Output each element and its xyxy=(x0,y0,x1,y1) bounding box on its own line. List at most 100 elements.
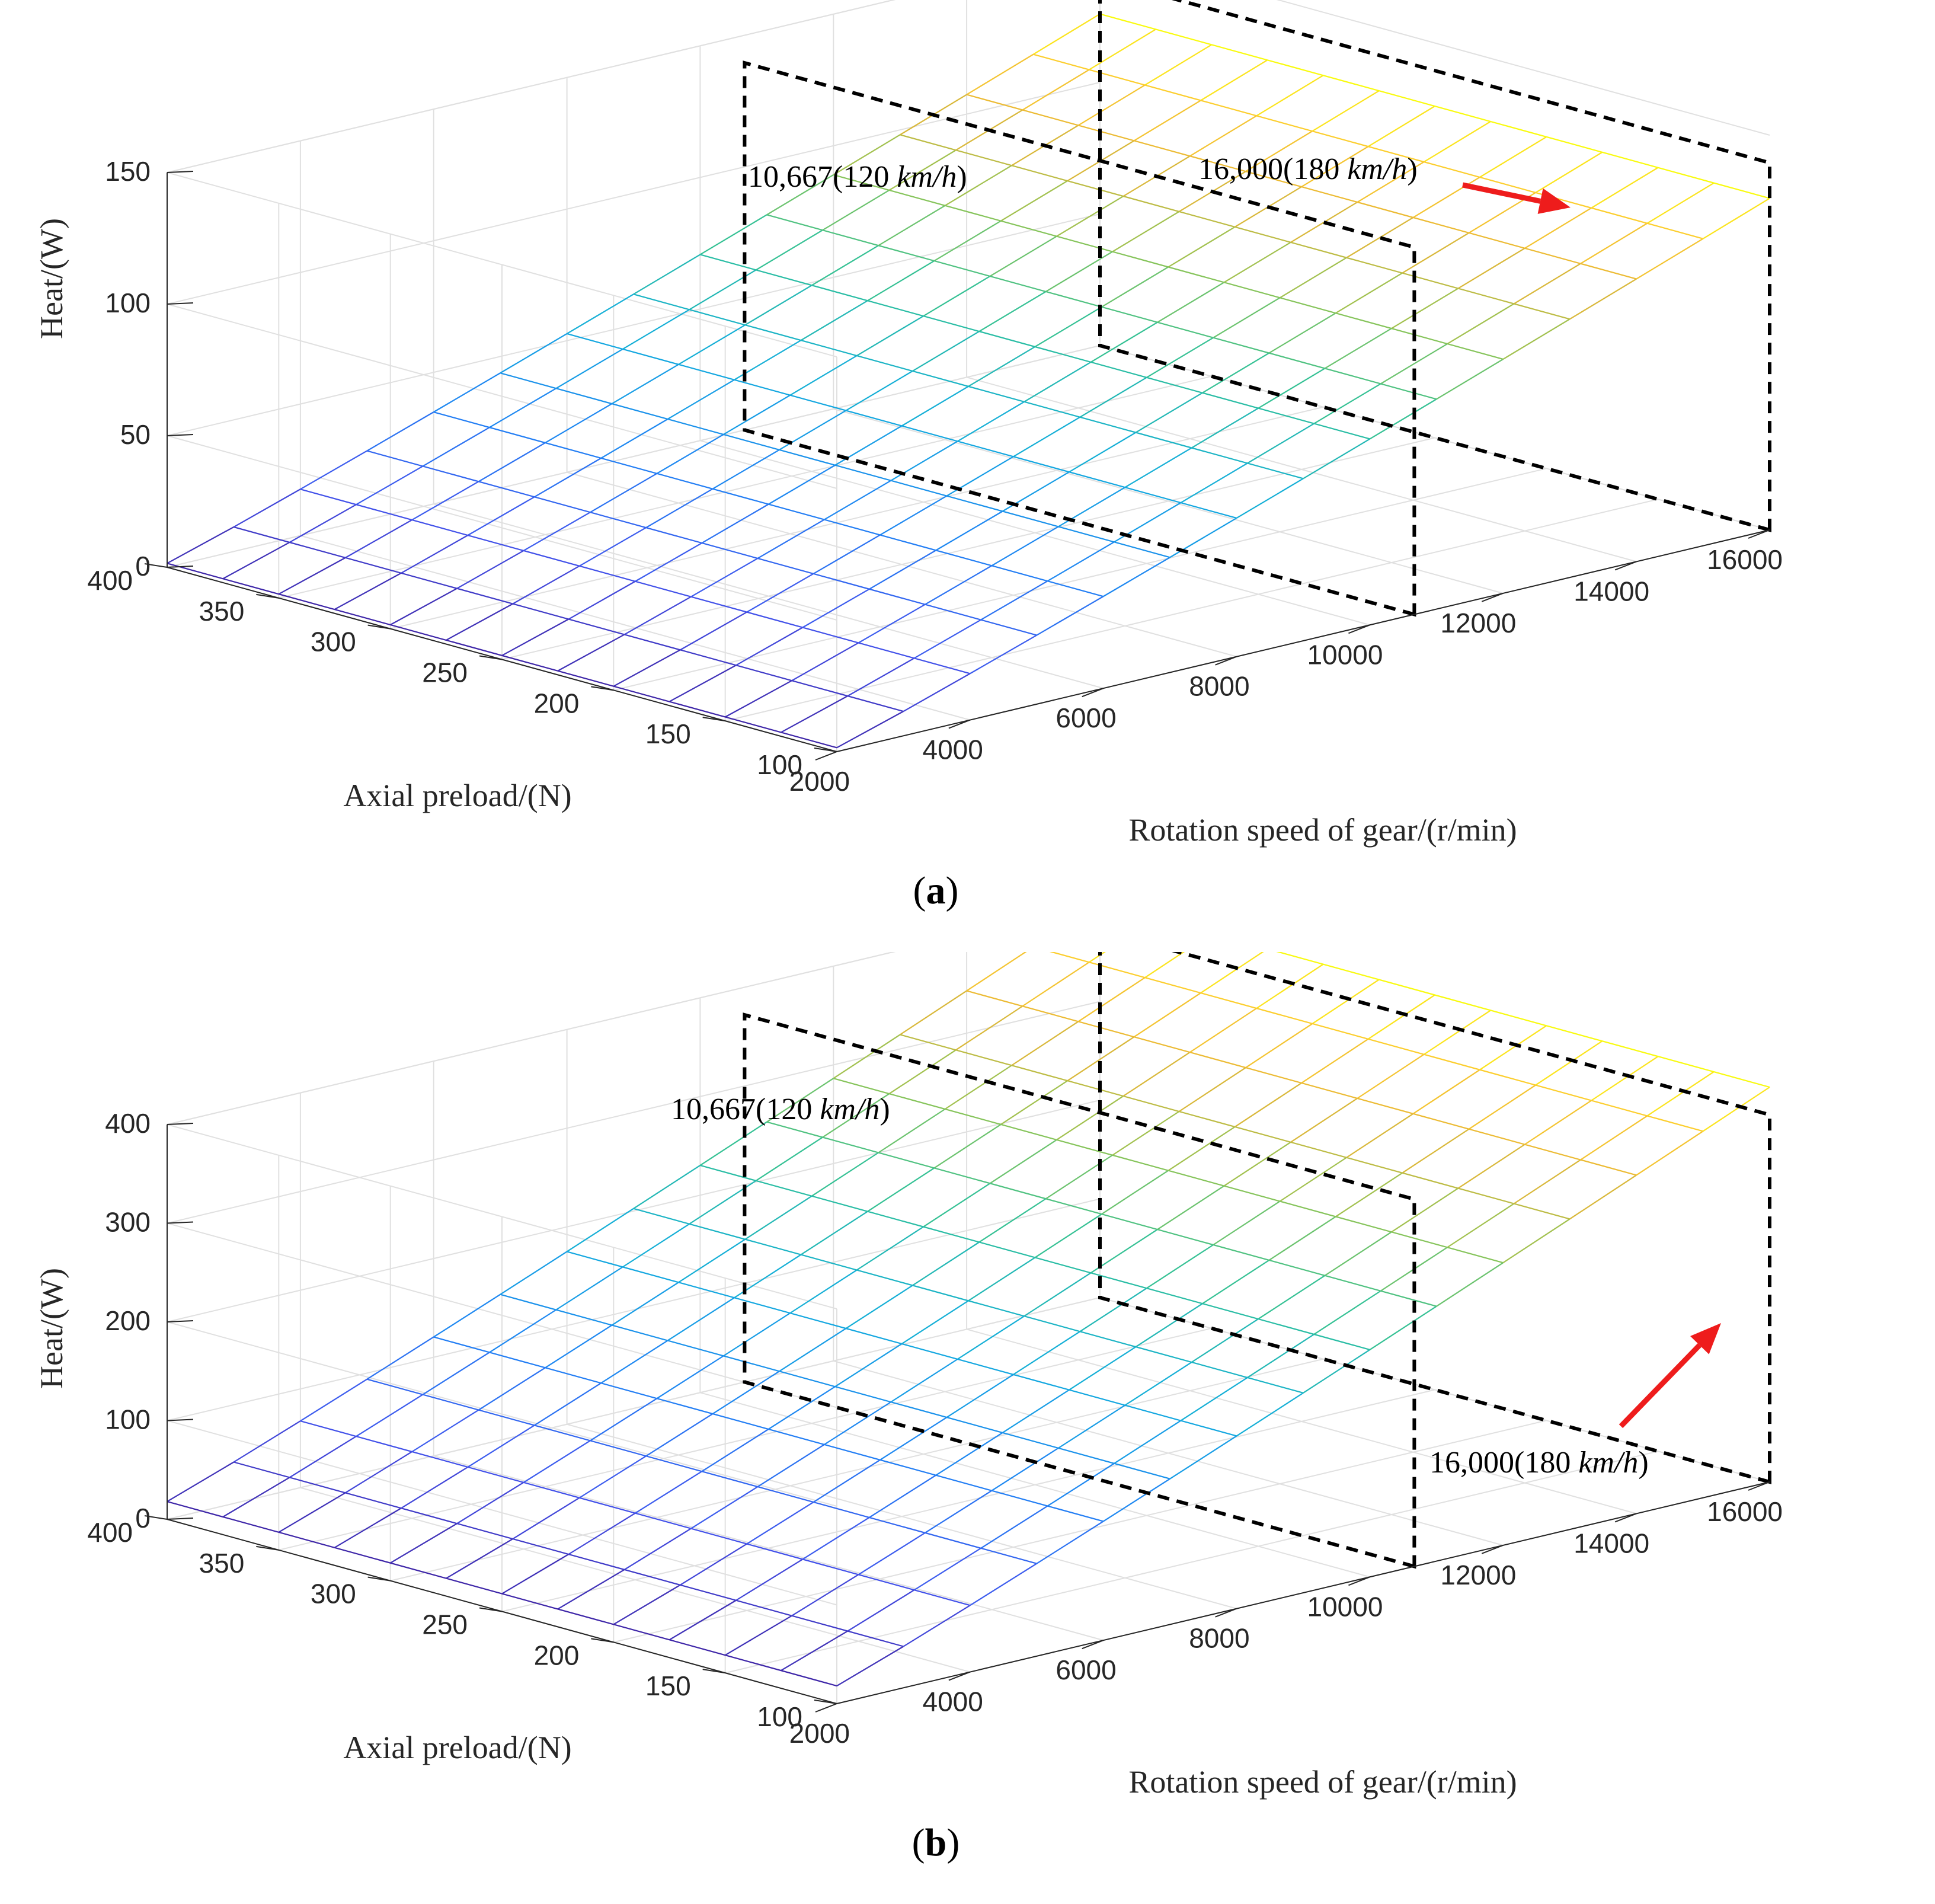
z-tick-mark xyxy=(167,434,194,436)
x-tick-label: 12000 xyxy=(1440,608,1516,638)
z-tick-mark xyxy=(167,1320,194,1322)
x-tick-mark xyxy=(1614,561,1637,571)
z-tick-mark xyxy=(167,302,194,305)
surface-edge xyxy=(690,1486,759,1529)
x-tick-mark xyxy=(1481,1544,1504,1554)
y-tick-label: 150 xyxy=(645,718,691,749)
surface-edge xyxy=(345,519,412,558)
y-tick-label: 350 xyxy=(199,596,245,627)
surface-edge xyxy=(955,1005,1023,1051)
surface-edge xyxy=(1069,1346,1137,1391)
surface-edge xyxy=(1436,358,1504,400)
surface-edge xyxy=(1702,1087,1770,1132)
annotation-120-kmh: 10,667(120 km/h) xyxy=(671,1092,890,1126)
surface-edge xyxy=(1580,1115,1648,1161)
x-axis-line xyxy=(836,529,1770,752)
surface-edge xyxy=(900,134,1571,320)
surface-edge xyxy=(645,488,714,529)
surface-edge xyxy=(856,1226,924,1271)
surface-edge xyxy=(1213,1200,1281,1245)
surface-edge xyxy=(669,665,737,702)
y-tick-label: 100 xyxy=(757,749,802,780)
z-tick-label: 400 xyxy=(105,1108,151,1139)
y-tick-mark xyxy=(702,717,725,722)
red-arrow-head xyxy=(1690,1323,1721,1354)
surface-edge xyxy=(966,952,1027,992)
grid-line-y xyxy=(613,295,1547,691)
surface-edge xyxy=(300,488,971,675)
grid-line-x xyxy=(433,1061,1104,1641)
surface-edge xyxy=(858,1532,926,1576)
surface-edge xyxy=(1391,287,1459,330)
surface-edge xyxy=(1301,1038,1369,1084)
surface-edge xyxy=(1045,1154,1113,1200)
surface-edge xyxy=(1168,1126,1236,1171)
surface-edge xyxy=(1013,416,1080,458)
surface-edge xyxy=(501,618,569,656)
grid-line-x xyxy=(299,1092,971,1673)
surface-edge xyxy=(1513,1159,1581,1205)
surface-edge xyxy=(222,541,290,580)
surface-edge xyxy=(1103,1478,1170,1522)
surface-edge xyxy=(789,355,858,396)
y-tick-label: 300 xyxy=(311,1579,356,1609)
surface-edge xyxy=(833,1078,1504,1264)
surface-edge xyxy=(233,488,301,528)
x-tick-label: 2000 xyxy=(789,766,850,797)
surface-edge xyxy=(1357,161,1425,203)
surface-edge xyxy=(1479,1025,1547,1071)
surface-edge xyxy=(1114,1420,1181,1464)
caption-a: (a) xyxy=(913,869,959,912)
surface-edge xyxy=(1569,278,1637,320)
surface-edge xyxy=(568,580,636,620)
surface-edge xyxy=(1002,1389,1070,1433)
surface-edge xyxy=(645,1413,714,1457)
surface-edge xyxy=(356,465,424,506)
y-tick-label: 200 xyxy=(534,688,580,718)
surface-edge xyxy=(836,1646,904,1686)
grid-line-y xyxy=(278,1155,1212,1551)
surface-edge xyxy=(635,1471,702,1514)
grid-box-top xyxy=(167,952,1770,1125)
surface-edge xyxy=(1335,272,1403,314)
surface-edge xyxy=(1580,222,1648,264)
red-arrow-head xyxy=(1537,188,1571,214)
surface-edge xyxy=(656,1355,724,1400)
surface-edge xyxy=(1223,241,1291,283)
surface-edge xyxy=(555,1266,623,1311)
surface-edge xyxy=(900,1034,1571,1220)
surface-edge xyxy=(879,495,948,536)
annotation-180-kmh: 16,000(180 km/h) xyxy=(1429,1446,1649,1480)
surface-edge xyxy=(1402,1128,1470,1174)
surface-edge xyxy=(789,1269,858,1314)
surface-edge xyxy=(656,433,724,474)
y-tick-mark xyxy=(144,1515,168,1520)
y-tick-mark xyxy=(144,563,168,568)
surface-edge xyxy=(712,449,780,490)
surface-edge xyxy=(878,1108,946,1154)
x-tick-mark xyxy=(948,1671,971,1681)
y-tick-mark xyxy=(814,747,837,752)
y-tick-mark xyxy=(367,624,391,630)
surface-edge xyxy=(334,1507,402,1548)
surface-edge xyxy=(925,1490,992,1534)
surface-edge xyxy=(1135,1303,1203,1348)
surface-edge xyxy=(1124,447,1192,488)
surface-edge xyxy=(867,260,935,302)
surface-edge xyxy=(1200,952,1264,993)
surface-edge xyxy=(903,673,971,712)
surface-edge xyxy=(978,290,1047,332)
surface-edge xyxy=(791,1574,859,1617)
y-tick-mark xyxy=(591,1638,614,1643)
x-tick-label: 4000 xyxy=(923,1686,983,1717)
surface-edge xyxy=(669,1599,737,1641)
surface-edge xyxy=(456,1481,524,1525)
surface-edge xyxy=(901,385,969,427)
surface-edge xyxy=(756,229,823,271)
surface-edge xyxy=(813,534,881,574)
surface-edge xyxy=(1324,328,1392,369)
surface-edge xyxy=(1380,343,1448,385)
surface-edge xyxy=(1424,1009,1491,1055)
surface-edge xyxy=(888,1049,957,1094)
surface-edge xyxy=(1524,1100,1592,1145)
